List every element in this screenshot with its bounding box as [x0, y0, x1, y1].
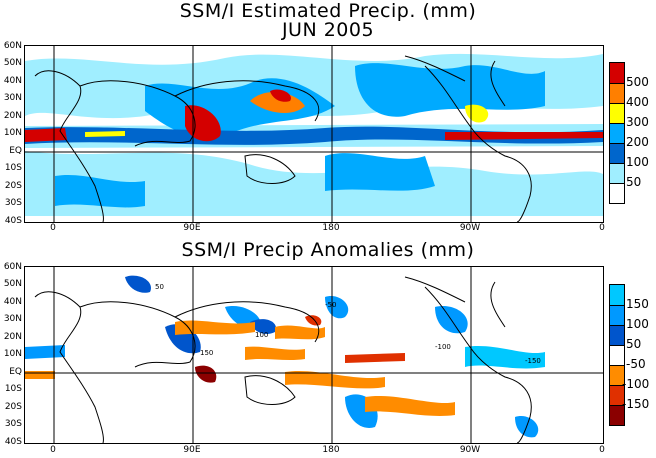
colorbar-label: 100 — [626, 317, 649, 331]
lat-label: 30S — [4, 419, 22, 429]
lat-label: 40S — [4, 216, 22, 226]
precip-map-top-canvas — [25, 46, 603, 222]
anomaly-map-bottom: 50 100 150 -50 -100 -150 — [24, 266, 604, 444]
coastline-layer-bottom — [34, 276, 532, 443]
colorbar-label: 500 — [626, 75, 649, 89]
lat-label: 10S — [4, 384, 22, 394]
colorbar-swatch — [610, 83, 624, 103]
anomaly-fill-layer — [25, 275, 545, 438]
coastline-layer — [34, 55, 532, 222]
bottom-colorbar — [609, 284, 625, 426]
colorbar-label: -100 — [622, 377, 650, 391]
precip-map-top — [24, 45, 604, 223]
colorbar-swatch — [610, 143, 624, 163]
lon-label: 180 — [322, 445, 340, 455]
lat-label: 10S — [4, 163, 22, 173]
colorbar-swatch — [610, 325, 624, 345]
lon-label: 90E — [183, 445, 201, 455]
contour-label: 50 — [155, 283, 164, 291]
contour-label: 100 — [255, 331, 268, 339]
colorbar-label: 50 — [626, 175, 642, 189]
lon-label: 0 — [50, 223, 56, 233]
lat-label: 20N — [3, 332, 22, 342]
contour-label: -100 — [435, 343, 451, 351]
lat-label: 20S — [4, 402, 22, 412]
colorbar-swatch — [610, 63, 624, 83]
lat-label: 10N — [3, 349, 22, 359]
colorbar-label: 50 — [626, 337, 642, 351]
lon-label: 0 — [599, 223, 605, 233]
colorbar-swatch — [610, 123, 624, 143]
lat-label: 20N — [3, 111, 22, 121]
contour-label: -150 — [525, 357, 541, 365]
contour-label: -50 — [325, 301, 336, 309]
lat-label: 50N — [3, 279, 22, 289]
lat-label: 30N — [3, 314, 22, 324]
precip-fill-layer — [25, 53, 603, 216]
lat-label: 40S — [4, 437, 22, 447]
bottom-grid-lines — [25, 267, 603, 443]
lon-label: 0 — [50, 445, 56, 455]
colorbar-label: 400 — [626, 95, 649, 109]
top-grid-lines — [25, 46, 603, 222]
top-map-title-line2: JUN 2005 — [281, 19, 375, 41]
bottom-map-title: SSM/I Precip Anomalies (mm) — [181, 239, 475, 261]
lat-label: EQ — [9, 146, 22, 156]
lat-label: 30N — [3, 93, 22, 103]
colorbar-swatch — [610, 365, 624, 385]
lat-label: 60N — [3, 41, 22, 51]
colorbar-label: 150 — [626, 297, 649, 311]
lon-label: 90W — [459, 223, 481, 233]
lon-label: 90W — [459, 445, 481, 455]
colorbar-swatch — [610, 405, 624, 425]
colorbar-swatch — [610, 183, 624, 203]
lat-label: 50N — [3, 58, 22, 68]
colorbar-swatch — [610, 345, 624, 365]
colorbar-swatch — [610, 305, 624, 325]
lat-label: 60N — [3, 262, 22, 272]
lat-label: 40N — [3, 76, 22, 86]
lat-label: 30S — [4, 198, 22, 208]
contour-label: 150 — [200, 349, 213, 357]
lat-label: 40N — [3, 297, 22, 307]
colorbar-swatch — [610, 163, 624, 183]
anomaly-map-bottom-canvas: 50 100 150 -50 -100 -150 — [25, 267, 603, 443]
colorbar-swatch — [610, 103, 624, 123]
colorbar-label: -150 — [622, 397, 650, 411]
colorbar-label: 100 — [626, 155, 649, 169]
colorbar-label: 200 — [626, 135, 649, 149]
lat-label: EQ — [9, 367, 22, 377]
lon-label: 0 — [599, 445, 605, 455]
colorbar-label: 300 — [626, 115, 649, 129]
lat-label: 10N — [3, 128, 22, 138]
colorbar-swatch — [610, 385, 624, 405]
lon-label: 90E — [183, 223, 201, 233]
colorbar-swatch — [610, 285, 624, 305]
top-map-title-line1: SSM/I Estimated Precip. (mm) — [179, 0, 477, 22]
colorbar-label: -50 — [626, 357, 646, 371]
contour-label-layer: 50 100 150 -50 -100 -150 — [155, 283, 541, 365]
lon-label: 180 — [322, 223, 340, 233]
lat-label: 20S — [4, 181, 22, 191]
top-colorbar — [609, 62, 625, 204]
